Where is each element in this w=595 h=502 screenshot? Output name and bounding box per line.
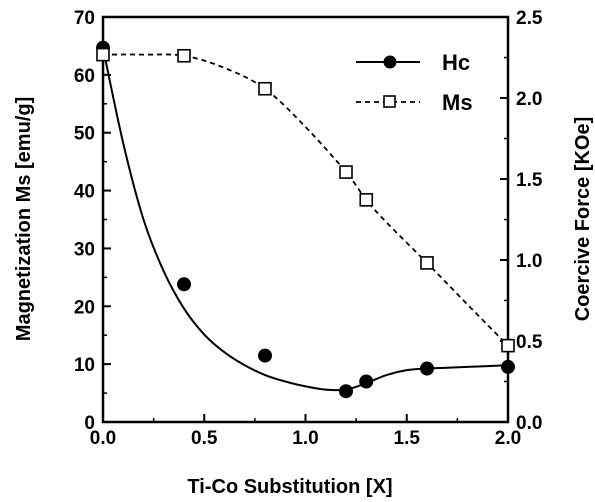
data-point-ms <box>177 48 191 63</box>
data-point-ms <box>501 338 515 353</box>
y-left-tick-label: 10 <box>74 355 95 376</box>
data-point-ms <box>96 47 110 62</box>
data-point-hc <box>177 277 191 292</box>
y-left-tick-label: 70 <box>74 8 95 29</box>
data-point-hc <box>359 374 374 389</box>
data-point-hc <box>501 359 515 374</box>
x-tick-label: 1.5 <box>394 428 421 449</box>
data-point-ms <box>359 193 374 207</box>
y-left-tick-label: 50 <box>74 124 95 145</box>
data-point-hc <box>339 384 353 399</box>
legend-item-hc: Hc <box>356 50 470 75</box>
data-point-hc <box>420 361 434 376</box>
data-point-hc <box>258 348 272 363</box>
data-point-ms <box>420 256 434 270</box>
y-right-tick-label: 0.0 <box>516 413 542 434</box>
legend-hc-label: Hc <box>442 50 470 75</box>
y-right-tick-label: 1.0 <box>516 251 542 272</box>
y-left-tick-label: 40 <box>74 182 95 203</box>
y-left-tick-label: 20 <box>74 297 95 318</box>
legend-ms-label: Ms <box>442 90 473 115</box>
y-axis-right-label: Coercive Force [KOe] <box>572 117 594 322</box>
series-markers <box>96 40 515 399</box>
y-right-tick-label: 1.5 <box>516 170 543 191</box>
y-right-tick-label: 0.5 <box>516 332 543 353</box>
series-curves <box>102 47 509 392</box>
axis-ticks <box>102 16 509 423</box>
y-right-tick-label: 2.0 <box>516 89 542 110</box>
x-tick-label: 2.0 <box>495 428 521 449</box>
series-line-hc <box>102 47 509 392</box>
legend-ms-marker <box>383 95 396 108</box>
x-tick-label: 1.0 <box>292 428 318 449</box>
x-tick-label: 0.5 <box>191 428 218 449</box>
series-line-ms <box>102 53 509 347</box>
legend-item-ms: Ms <box>356 90 473 115</box>
y-axis-left-label: Magnetization Ms [emu/g] <box>13 97 35 341</box>
legend-hc-marker <box>383 55 397 69</box>
y-left-tick-label: 60 <box>74 66 95 87</box>
x-tick-label: 0.0 <box>90 428 116 449</box>
data-point-ms <box>258 81 272 96</box>
data-point-ms <box>339 165 353 179</box>
y-right-tick-label: 2.5 <box>516 8 543 29</box>
axis-tick-labels: 0.0 0.5 1.0 1.5 2.0 0 10 20 30 40 50 60 70 0.0 0.5 1.0 1… <box>74 8 543 449</box>
plot-frame <box>101 15 510 424</box>
legend: Hc Ms <box>356 50 473 115</box>
y-left-tick-label: 30 <box>74 239 95 260</box>
x-axis-label: Ti-Co Substitution [X] <box>187 476 392 498</box>
y-left-tick-label: 0 <box>84 413 95 434</box>
